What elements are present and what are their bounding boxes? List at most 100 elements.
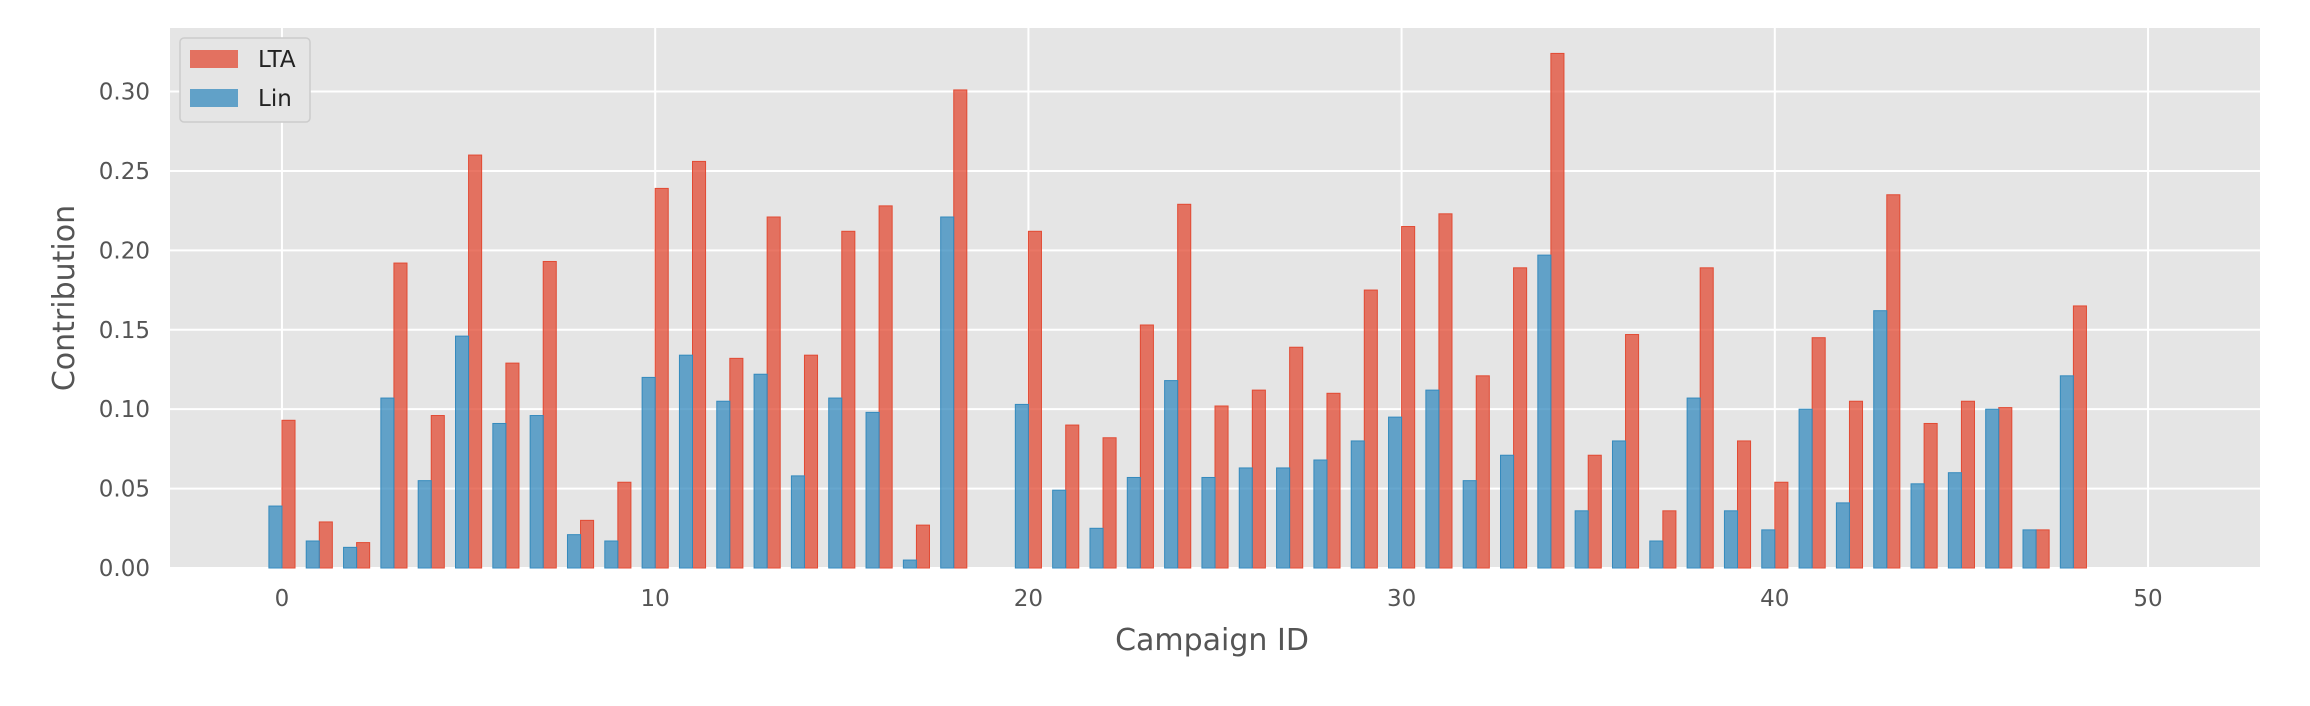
bar-lin (1761, 529, 1776, 569)
x-tick-label: 0 (275, 586, 290, 612)
bar-lin (1537, 254, 1552, 569)
bar-lin (1388, 416, 1403, 569)
y-tick-label: 0.25 (99, 159, 150, 185)
legend: LTA Lin (179, 37, 311, 123)
bar-lta (1923, 422, 1938, 569)
bar-lta (1027, 230, 1042, 569)
bar-lin (940, 216, 955, 569)
bar-lta (1438, 213, 1453, 569)
legend-swatch-lta (190, 50, 238, 68)
bar-lin (641, 376, 656, 569)
bar-lin (566, 534, 582, 569)
bar-lta (393, 262, 408, 569)
bar-lta (1998, 407, 2013, 569)
bar-lta (468, 154, 483, 569)
bar-lta (1363, 289, 1378, 569)
bar-lta (1550, 52, 1565, 569)
bar-lin (1611, 440, 1627, 569)
bar-lta (803, 354, 819, 569)
bar-lta (1960, 400, 1975, 569)
bar-lta (654, 187, 669, 569)
bar-lin (1649, 540, 1664, 569)
y-tick-labels: 0.00 0.05 0.10 0.15 0.20 0.25 0.30 (99, 80, 150, 582)
legend-label-lta: LTA (258, 47, 296, 73)
bar-lta (281, 419, 296, 569)
bar-lin (1201, 476, 1216, 569)
bar-lin (902, 559, 917, 569)
bars (268, 52, 2087, 569)
x-tick-label: 10 (641, 586, 670, 612)
bar-lta (1177, 203, 1192, 569)
x-tick-labels: 0 10 20 30 40 50 (275, 586, 2163, 612)
bar-lin (1462, 480, 1477, 569)
legend-label-lin: Lin (258, 86, 292, 112)
bar-lin (1350, 440, 1365, 569)
y-tick-label: 0.30 (99, 80, 150, 106)
bar-lin (1686, 397, 1701, 569)
bar-lin (492, 422, 507, 569)
y-tick-label: 0.15 (99, 318, 150, 344)
bar-lta (841, 230, 856, 569)
x-tick-label: 30 (1387, 586, 1416, 612)
bar-lta (617, 481, 632, 569)
bar-lin (1276, 467, 1291, 569)
bar-lta (2072, 305, 2087, 569)
bar-lta (1774, 481, 1789, 569)
bar-lin (1238, 467, 1253, 569)
bar-lta (1848, 400, 1864, 569)
bar-lin (343, 546, 358, 569)
bar-lta (356, 542, 371, 569)
y-axis-label: Contribution (47, 205, 82, 391)
bar-lta (430, 415, 445, 569)
bar-lta (1251, 389, 1266, 569)
bar-lta (542, 260, 557, 569)
y-tick-label: 0.20 (99, 238, 150, 264)
y-tick-label: 0.10 (99, 397, 150, 423)
bar-lta (1139, 324, 1154, 569)
x-tick-label: 40 (1760, 586, 1789, 612)
bar-lin (1500, 454, 1515, 569)
bar-lin (1425, 389, 1440, 569)
bar-lta (729, 357, 744, 569)
bar-lin (455, 335, 470, 569)
bar-lin (417, 480, 432, 569)
bar-lta (1475, 375, 1490, 569)
bar-lta (1102, 437, 1117, 569)
bar-lta (1289, 346, 1304, 569)
bar-lin (716, 400, 731, 569)
bar-lin (1313, 459, 1328, 569)
bar-lin (1089, 527, 1104, 569)
x-tick-label: 50 (2133, 586, 2162, 612)
bar-lin (753, 373, 768, 569)
bar-lin (305, 540, 320, 569)
bar-lin (828, 397, 843, 569)
bar-lin (1574, 510, 1589, 569)
legend-swatch-lin (190, 89, 238, 107)
bar-lta (1513, 267, 1528, 569)
bar-lta (1326, 392, 1341, 569)
bar-lta (692, 160, 707, 569)
bar-lin (2059, 375, 2074, 569)
x-tick-label: 20 (1014, 586, 1043, 612)
bar-lin (380, 397, 395, 569)
bar-lta (1065, 424, 1080, 569)
bar-lin (604, 540, 619, 569)
bar-lta (2035, 529, 2050, 569)
bar-lin (1873, 310, 1888, 569)
bar-lta (1401, 226, 1416, 569)
bar-lin (1947, 472, 1962, 569)
bar-lin (1985, 408, 2000, 569)
bar-lin (678, 354, 693, 569)
bar-lta (1737, 440, 1752, 569)
bar-lta (766, 216, 781, 569)
bar-lin (1052, 489, 1067, 569)
bar-lin (2022, 529, 2037, 569)
bar-lin (268, 505, 283, 569)
bar-lin (1910, 483, 1925, 569)
bar-lin (1723, 510, 1738, 569)
bar-lta (1214, 405, 1229, 569)
bar-lin (1126, 476, 1141, 569)
bar-lta (1625, 334, 1640, 569)
bar-lta (318, 521, 333, 569)
